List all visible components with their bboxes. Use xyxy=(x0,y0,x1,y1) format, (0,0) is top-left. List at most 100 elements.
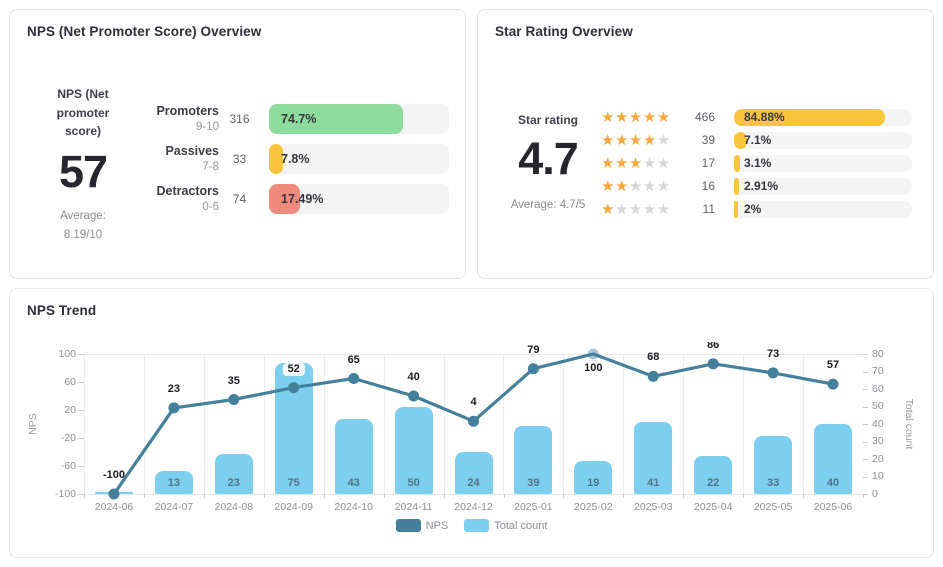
legend-item-total-count[interactable]: Total count xyxy=(464,519,547,532)
gridline-vertical xyxy=(263,354,265,494)
nps-point-2024-12[interactable] xyxy=(468,415,479,427)
star-3-icons: ★★★★★ xyxy=(601,156,679,171)
detractors-bar-fill xyxy=(269,184,301,214)
total-count-bar-2025-03[interactable]: 41 xyxy=(634,422,673,494)
total-count-bar-2025-05[interactable]: 33 xyxy=(754,436,793,494)
right-axis-tick-mark xyxy=(863,389,868,390)
left-axis-tick-label: 100 xyxy=(58,347,76,360)
gridline-vertical xyxy=(503,354,505,494)
passives-label: Passives xyxy=(165,144,219,158)
nps-value-label-2025-03: 68 xyxy=(647,351,660,364)
star-3-percent: 3.1% xyxy=(744,156,772,170)
star-row-5: ★★★★★ 466 84.88% xyxy=(601,108,916,126)
right-axis-tick-mark xyxy=(863,354,868,355)
star-4-bar-track: 7.1% xyxy=(734,131,912,149)
right-axis-tick-label: 80 xyxy=(872,347,884,360)
nps-point-2024-07[interactable] xyxy=(168,402,180,414)
nps-point-2025-05[interactable] xyxy=(767,367,779,379)
legend-label: NPS xyxy=(425,519,449,532)
promoters-label-block: Promoters 9-10 xyxy=(139,104,219,134)
nps-point-2024-06[interactable] xyxy=(108,488,120,500)
nps-point-2024-08[interactable] xyxy=(228,394,240,405)
star-card-body: Star rating 4.7 Average: 4.7/5 ★★★★★ 466 8… xyxy=(495,75,916,223)
x-axis-label-2024-06: 2024-06 xyxy=(94,501,134,513)
passives-count: 33 xyxy=(232,152,247,166)
bar-value-label: 13 xyxy=(167,477,181,489)
gridline-vertical xyxy=(623,354,625,494)
star-average: Average: 4.7/5 xyxy=(510,198,586,211)
left-axis-tick-label: 20 xyxy=(64,403,76,416)
star-rating-overview-card: Star Rating Overview Star rating 4.7 Ave… xyxy=(477,9,934,279)
x-axis-label-2024-08: 2024-08 xyxy=(214,501,254,513)
promoters-label: Promoters xyxy=(156,104,219,118)
right-axis-tick-mark xyxy=(863,371,868,373)
promoters-count: 316 xyxy=(229,112,250,126)
total-count-bar-2024-07[interactable]: 13 xyxy=(154,471,193,494)
star-2-icons: ★★★★★ xyxy=(601,179,679,194)
star-filled-icon: ★★★★ xyxy=(601,131,657,149)
nps-value-label-2024-07: 23 xyxy=(167,382,181,395)
x-axis-label-2025-05: 2025-05 xyxy=(753,501,793,513)
legend-item-nps[interactable]: NPS xyxy=(395,519,449,532)
nps-card-body: NPS (Net promoter score) 57 Average: 8.1… xyxy=(27,73,449,245)
x-axis-label-2024-12: 2024-12 xyxy=(454,501,493,513)
nps-point-2025-06[interactable] xyxy=(827,378,839,390)
x-axis-tick-mark xyxy=(623,494,625,498)
nps-point-2024-11[interactable] xyxy=(408,390,420,402)
star-1-count: 11 xyxy=(702,202,715,216)
legend-swatch-icon xyxy=(464,519,490,532)
chart-legend: NPS Total count xyxy=(10,519,933,532)
right-axis-tick-label: 40 xyxy=(872,417,884,430)
gridline-vertical xyxy=(443,354,445,494)
star-5-bar-fill xyxy=(734,108,886,126)
right-axis-tick-mark xyxy=(863,406,868,408)
left-axis-tick-mark xyxy=(79,466,84,467)
right-axis-tick-label: 30 xyxy=(872,435,884,447)
detractors-label: Detractors xyxy=(156,184,219,198)
nps-point-2025-04[interactable] xyxy=(707,358,719,370)
star-5-bar-track: 84.88% xyxy=(734,108,912,126)
gridline-vertical xyxy=(203,354,205,494)
bar-value-label: 19 xyxy=(587,477,600,489)
x-axis-tick-mark xyxy=(263,494,265,498)
nps-point-2024-10[interactable] xyxy=(348,373,360,384)
total-count-bar-2024-10[interactable]: 43 xyxy=(334,418,373,494)
total-count-bar-2025-02[interactable]: 19 xyxy=(574,460,613,494)
total-count-bar-2025-01[interactable]: 39 xyxy=(514,425,553,494)
total-count-bar-2024-11[interactable]: 50 xyxy=(394,406,433,494)
nps-distribution-rows: Promoters 9-10 316 74.7% Passives 7-8 33 7.8% De… xyxy=(139,73,449,245)
x-axis-label-2024-09: 2024-09 xyxy=(274,501,313,513)
star-3-bar-fill xyxy=(734,154,740,172)
total-count-bar-2024-08[interactable]: 23 xyxy=(214,453,253,494)
bar-value-label: 23 xyxy=(227,477,240,489)
left-axis-tick-label: -100 xyxy=(54,487,76,500)
promoters-range: 9-10 xyxy=(195,120,219,133)
nps-point-2025-01[interactable] xyxy=(527,363,539,375)
total-count-bar-2025-06[interactable]: 40 xyxy=(814,424,852,494)
gridline-vertical xyxy=(143,354,145,494)
star-score-caption: Star rating xyxy=(517,113,578,127)
left-axis-tick-mark xyxy=(79,382,84,383)
star-1-bar-track: 2% xyxy=(734,200,912,218)
gridline-vertical xyxy=(383,354,385,494)
total-count-bar-2025-04[interactable]: 22 xyxy=(694,455,733,494)
bar-value-label: 75 xyxy=(287,477,300,489)
left-axis-tick-mark xyxy=(79,438,84,439)
left-axis-title: NPS xyxy=(27,413,39,435)
right-axis-tick-mark xyxy=(863,476,868,478)
star-row-3: ★★★★★ 17 3.1% xyxy=(601,154,916,172)
left-axis-tick-label: -20 xyxy=(60,431,76,444)
total-count-bar-2024-12[interactable]: 24 xyxy=(454,452,493,494)
star-filled-icon: ★★ xyxy=(601,177,629,195)
nps-point-2025-03[interactable] xyxy=(647,370,659,382)
nps-card-title: NPS (Net Promoter Score) Overview xyxy=(27,24,262,39)
star-empty-icon: ★ xyxy=(656,131,671,149)
star-2-bar-track: 2.91% xyxy=(734,177,912,195)
nps-value-label-2024-09: 52 xyxy=(282,362,305,376)
nps-value-label-2025-06: 57 xyxy=(826,359,840,372)
nps-point-2024-09[interactable] xyxy=(288,382,300,394)
right-axis-tick-mark xyxy=(863,424,868,425)
bar-value-label: 41 xyxy=(647,477,660,489)
nps-average-line1: Average: xyxy=(60,209,106,222)
